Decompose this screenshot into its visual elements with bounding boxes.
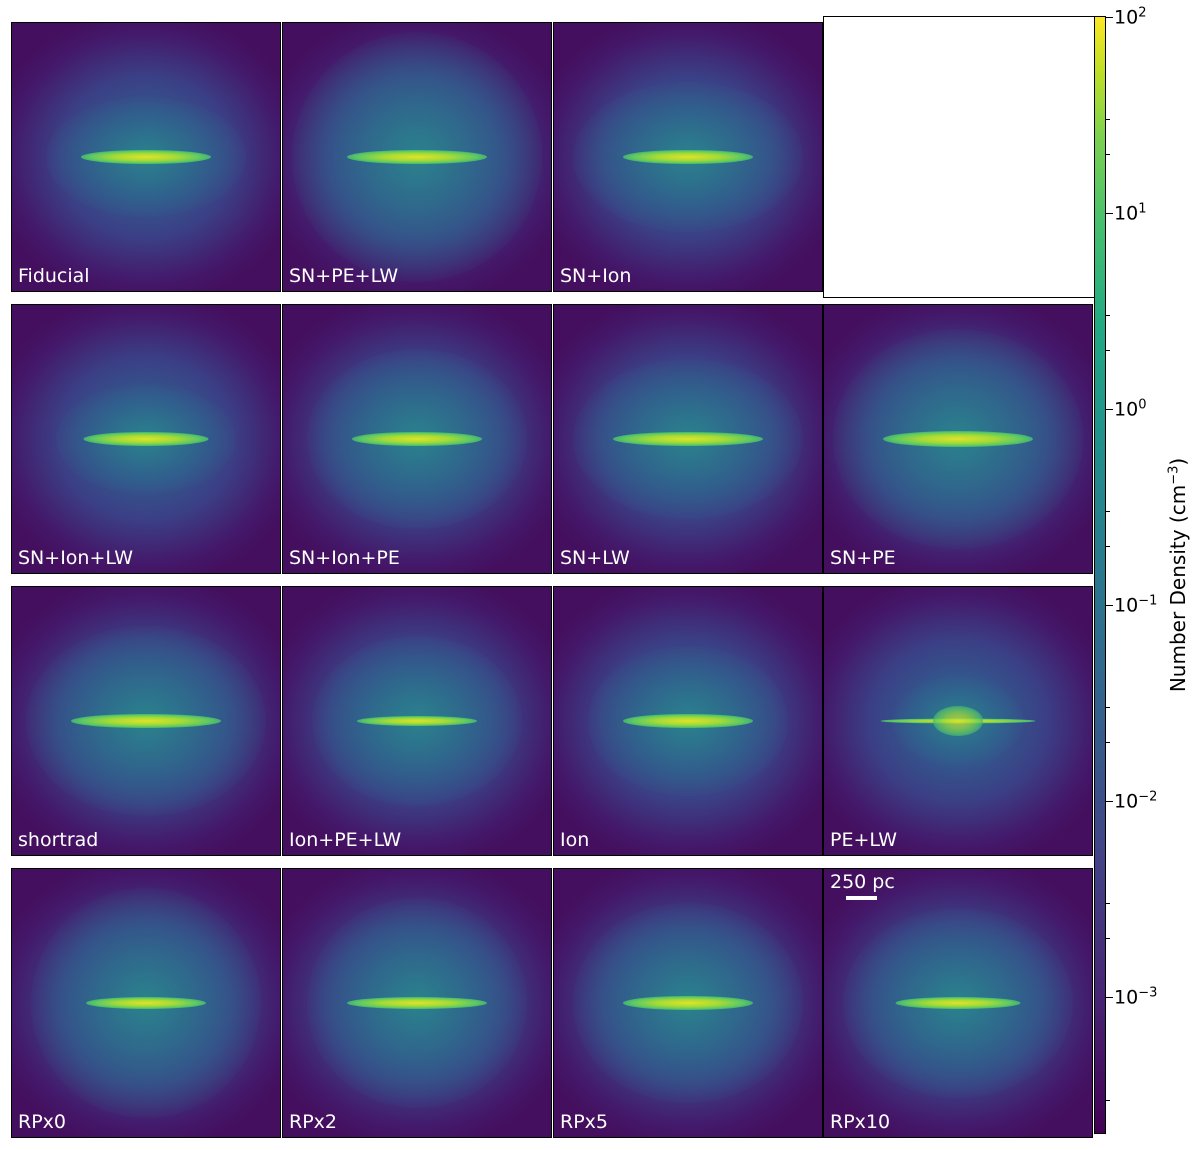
colorbar-tick-label: 10−2: [1114, 789, 1158, 813]
panel-fiducial: Fiducial: [11, 22, 281, 292]
panel-label: RPx10: [830, 1111, 891, 1133]
panel-ion: Ion: [553, 586, 823, 856]
panel-ion-pe-lw: Ion+PE+LW: [282, 586, 552, 856]
scalebar-line: [846, 896, 877, 900]
colorbar-tick-label: 102: [1114, 5, 1147, 29]
colorbar-tick-label: 101: [1114, 201, 1147, 225]
panel-rpx0: RPx0: [11, 868, 281, 1138]
panel-sn-ion-lw: SN+Ion+LW: [11, 304, 281, 574]
colorbar-minor-tick: [1106, 315, 1110, 316]
panel-rpx2: RPx2: [282, 868, 552, 1138]
colorbar-minor-tick: [1106, 938, 1110, 939]
panel-label: SN+LW: [560, 547, 630, 569]
colorbar: [1094, 16, 1106, 1134]
colorbar-tick-label: 10−1: [1114, 593, 1158, 617]
colorbar-tick-label: 10−3: [1114, 985, 1158, 1009]
panel-label: SN+PE+LW: [289, 265, 399, 287]
colorbar-minor-tick: [1106, 707, 1110, 708]
scalebar-label: 250 pc: [830, 871, 895, 893]
panel-label: SN+Ion: [560, 265, 632, 287]
colorbar-tick: [1106, 409, 1113, 410]
panel-label: SN+PE: [830, 547, 896, 569]
panel-rpx10: 250 pc RPx10: [823, 868, 1093, 1138]
panel-label: Ion+PE+LW: [289, 829, 402, 851]
panel-label: SN+Ion+PE: [289, 547, 400, 569]
panel-label: shortrad: [18, 829, 99, 851]
panel-sn-ion: SN+Ion: [553, 22, 823, 292]
panel-label: RPx2: [289, 1111, 337, 1133]
colorbar-minor-tick: [1106, 350, 1110, 351]
colorbar-minor-tick: [1106, 154, 1110, 155]
colorbar-minor-tick: [1106, 511, 1110, 512]
panel-label: PE+LW: [830, 829, 898, 851]
panel-sn-ion-pe: SN+Ion+PE: [282, 304, 552, 574]
colorbar-minor-tick: [1106, 903, 1110, 904]
panel-label: RPx0: [18, 1111, 66, 1133]
panel-sn-lw: SN+LW: [553, 304, 823, 574]
panel-sn-pe-lw: SN+PE+LW: [282, 22, 552, 292]
colorbar-tick: [1106, 605, 1113, 606]
colorbar-title: Number Density (cm−3): [1166, 457, 1190, 693]
panel-sn-pe: SN+PE: [823, 304, 1093, 574]
colorbar-tick: [1106, 997, 1113, 998]
colorbar-minor-tick: [1106, 742, 1110, 743]
colorbar-minor-tick: [1106, 119, 1110, 120]
colorbar-tick-label: 100: [1114, 397, 1147, 421]
panel-label: Fiducial: [18, 265, 90, 287]
colorbar-tick: [1106, 17, 1113, 18]
panel-empty: [823, 16, 1096, 298]
panel-label: Ion: [560, 829, 590, 851]
colorbar-tick: [1106, 801, 1113, 802]
panel-label: RPx5: [560, 1111, 608, 1133]
panel-shortrad: shortrad: [11, 586, 281, 856]
panel-label: SN+Ion+LW: [18, 547, 134, 569]
colorbar-minor-tick: [1106, 1100, 1110, 1101]
panel-pe-lw: PE+LW: [823, 586, 1093, 856]
panel-rpx5: RPx5: [553, 868, 823, 1138]
colorbar-minor-tick: [1106, 546, 1110, 547]
colorbar-tick: [1106, 213, 1113, 214]
